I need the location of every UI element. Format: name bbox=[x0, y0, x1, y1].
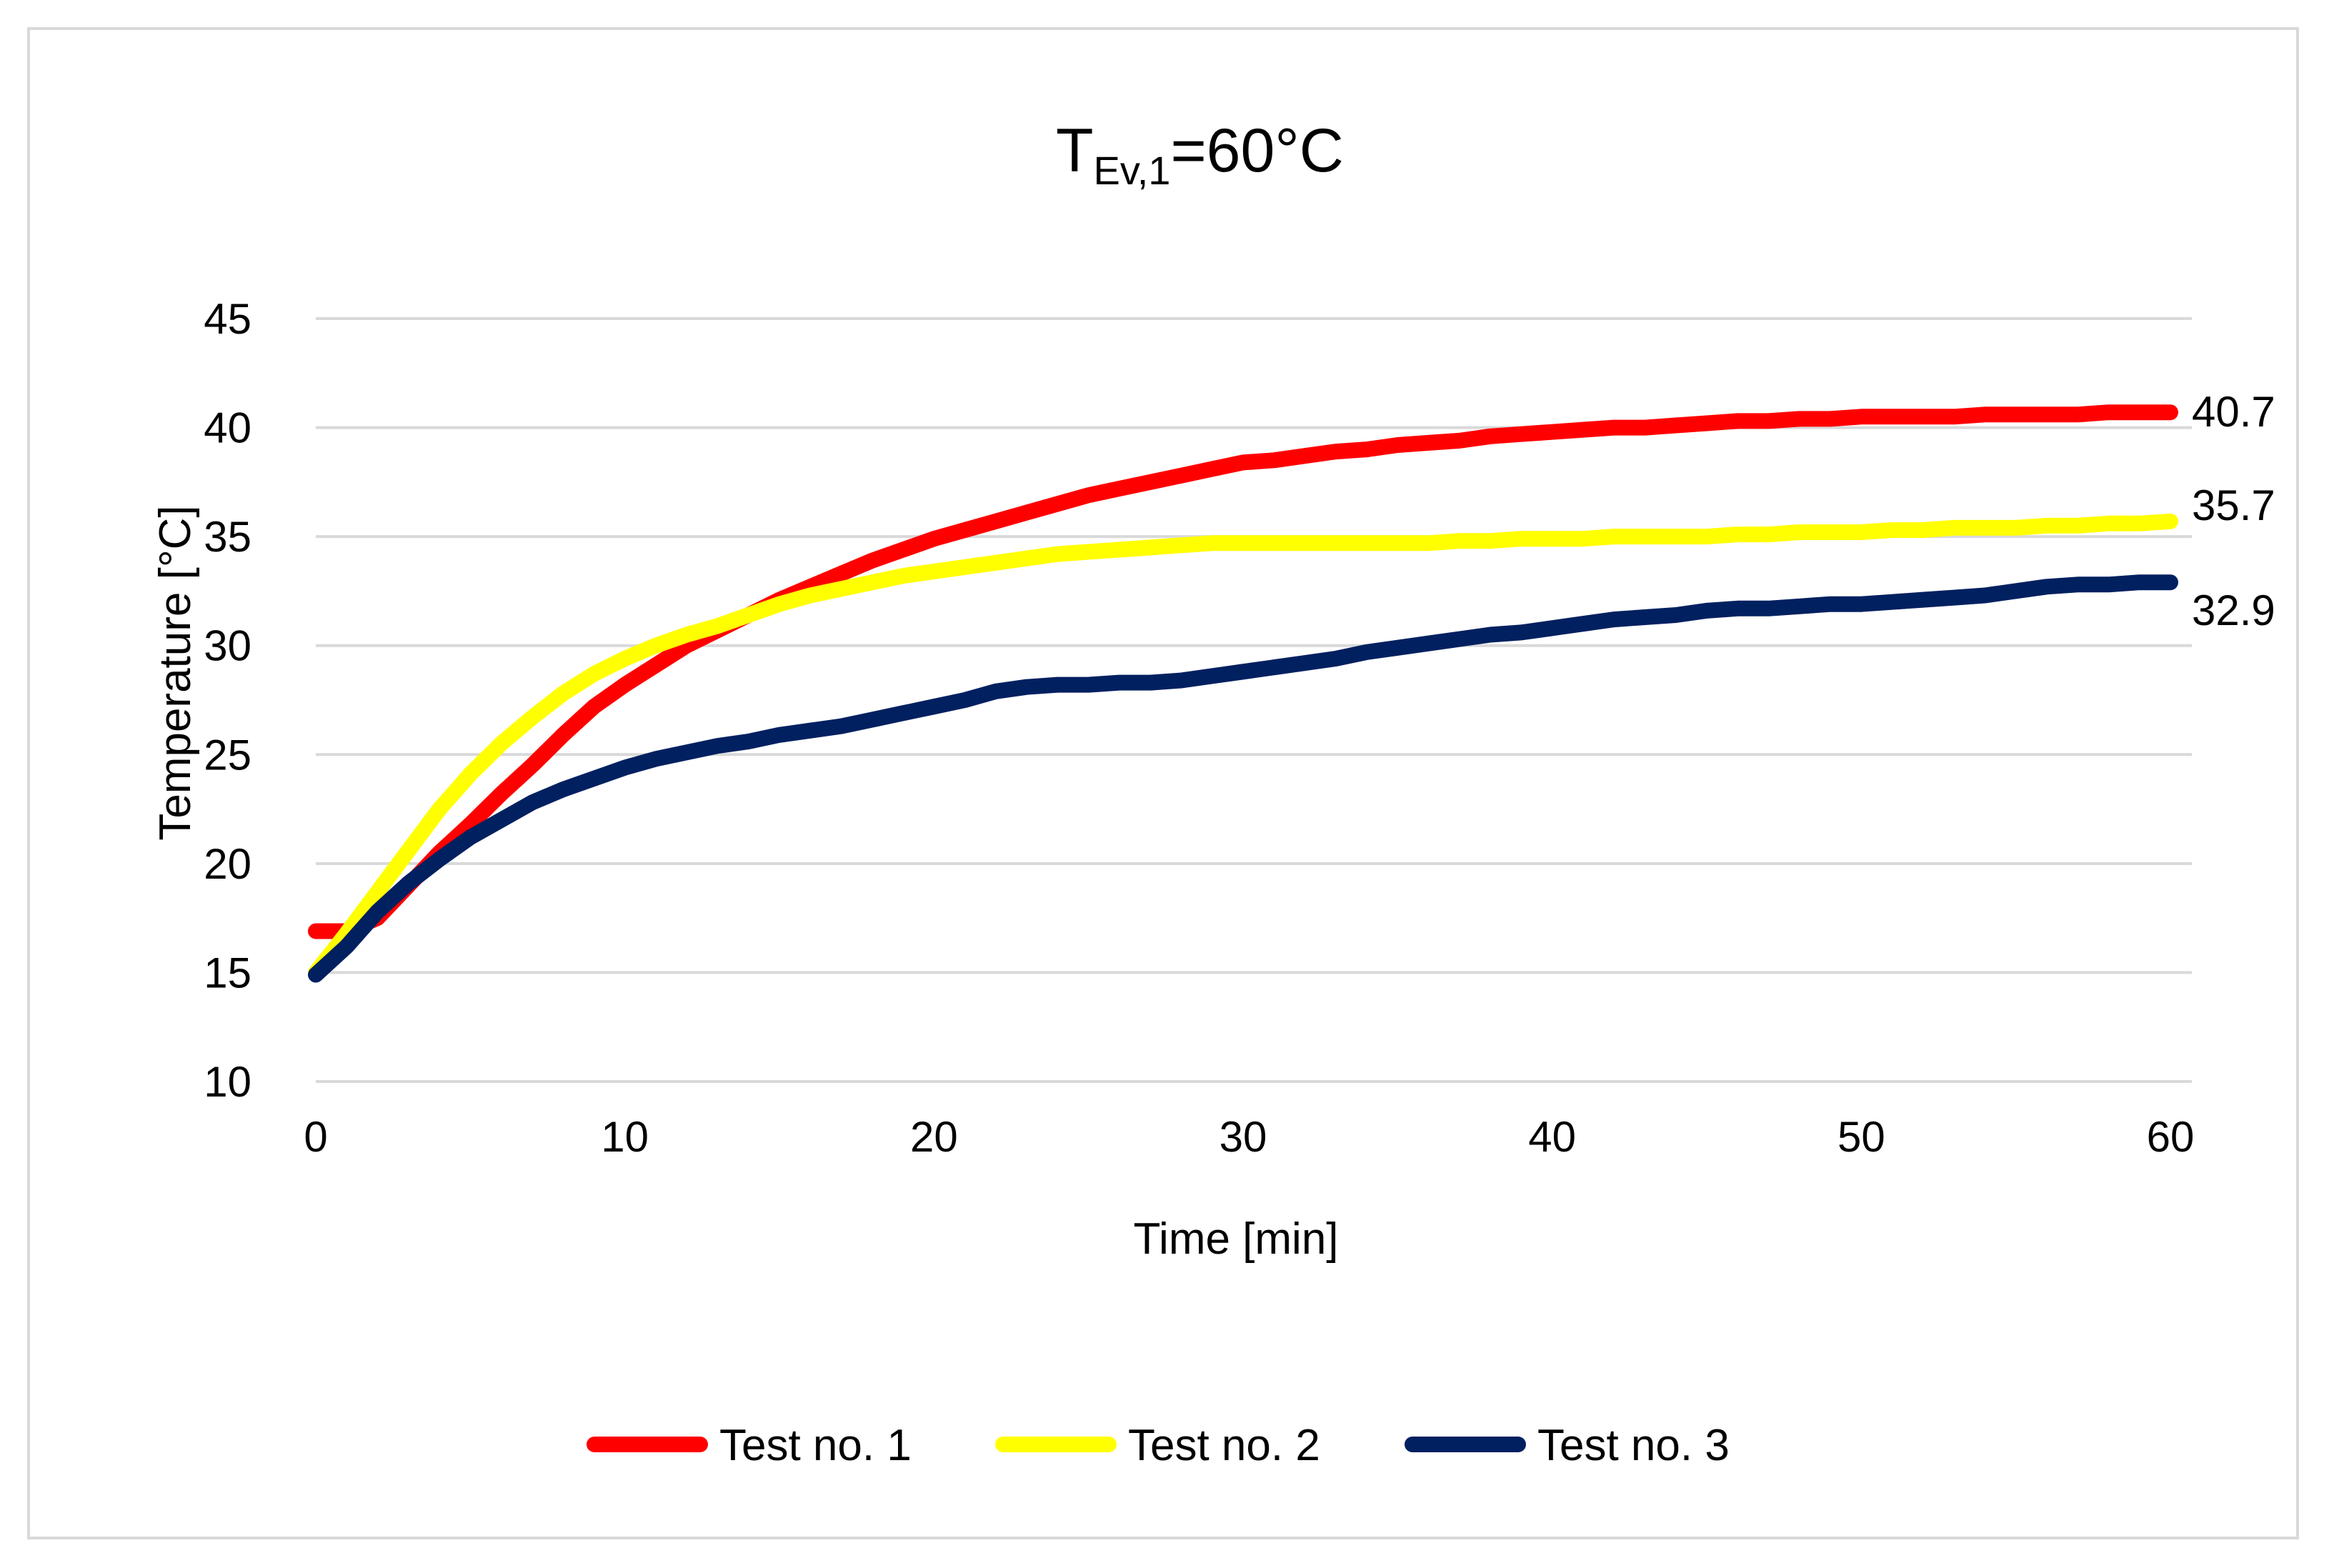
y-axis-label: Temperature [°C] bbox=[151, 505, 200, 840]
chart-title-main: T bbox=[1056, 116, 1094, 185]
x-tick-label: 40 bbox=[1528, 1113, 1576, 1161]
x-axis-label: Time [min] bbox=[1133, 1214, 1338, 1264]
end-label-test-1: 40.7 bbox=[2192, 388, 2275, 436]
y-tick-label: 25 bbox=[204, 731, 251, 779]
x-tick-label: 50 bbox=[1837, 1113, 1885, 1161]
series-line-test-1 bbox=[308, 404, 2178, 939]
end-label-test-2: 35.7 bbox=[2192, 481, 2275, 529]
y-tick-label: 40 bbox=[204, 404, 251, 452]
legend: Test no. 1 Test no. 2 Test no. 3 bbox=[587, 1421, 1730, 1470]
chart-canvas: TEv,1=60°C 10 15 20 25 30 35 40 45 0 10 20 30 40 50 6… bbox=[151, 116, 2275, 1470]
chart-frame: TEv,1=60°C 10 15 20 25 30 35 40 45 0 10 20 30 40 50 6… bbox=[27, 27, 2299, 1539]
legend-label-test-2: Test no. 2 bbox=[1128, 1421, 1320, 1470]
y-tick-label: 35 bbox=[204, 513, 251, 561]
end-labels: 40.7 35.7 32.9 bbox=[2192, 388, 2275, 634]
chart-title-subscript: Ev,1 bbox=[1094, 148, 1171, 193]
series-lines bbox=[308, 404, 2178, 983]
end-label-test-3: 32.9 bbox=[2192, 586, 2275, 634]
x-tick-label: 60 bbox=[2147, 1113, 2195, 1161]
y-tick-label: 10 bbox=[204, 1058, 251, 1106]
series-line-test-2 bbox=[308, 513, 2178, 981]
x-tick-label: 0 bbox=[304, 1113, 327, 1161]
y-tick-label: 45 bbox=[204, 295, 251, 343]
y-axis-ticks: 10 15 20 25 30 35 40 45 bbox=[204, 295, 251, 1106]
x-tick-label: 30 bbox=[1220, 1113, 1267, 1161]
legend-label-test-1: Test no. 1 bbox=[719, 1421, 912, 1470]
chart-title-suffix: =60°C bbox=[1170, 116, 1343, 185]
x-axis-ticks: 0 10 20 30 40 50 60 bbox=[304, 1113, 2194, 1161]
y-tick-label: 15 bbox=[204, 949, 251, 997]
x-tick-label: 20 bbox=[910, 1113, 958, 1161]
legend-label-test-3: Test no. 3 bbox=[1537, 1421, 1730, 1470]
y-tick-label: 20 bbox=[204, 840, 251, 888]
chart-title: TEv,1=60°C bbox=[1056, 116, 1344, 193]
y-tick-label: 30 bbox=[204, 622, 251, 670]
x-tick-label: 10 bbox=[601, 1113, 649, 1161]
series-line-test-3 bbox=[308, 574, 2178, 983]
